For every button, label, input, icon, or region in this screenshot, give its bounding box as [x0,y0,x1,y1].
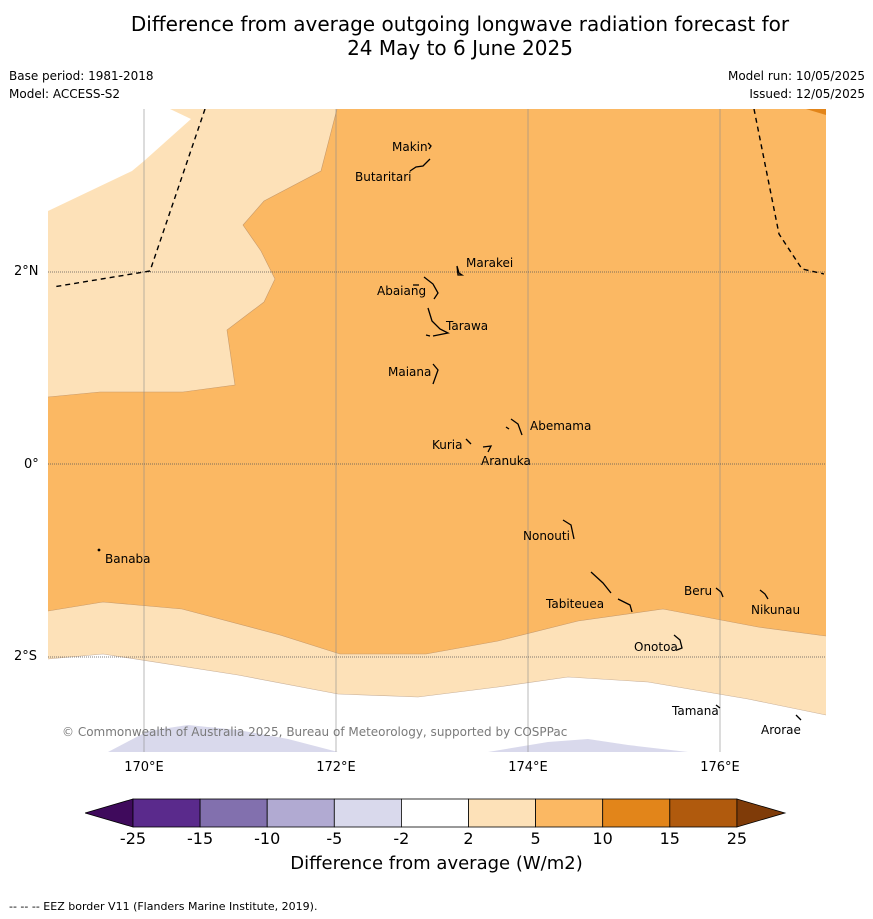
place-nikunau: Nikunau [751,603,800,617]
colorbar-swatch [400,798,469,828]
colorbar-swatch [333,798,402,828]
anomaly-band-neutral-bottom [48,654,826,752]
place-banaba: Banaba [105,552,151,566]
graticule [143,109,721,752]
colorbar-arrow-high [736,798,787,828]
islands [409,142,802,721]
colorbar-swatch [266,798,335,828]
colorbar-tick-label: 10 [592,829,613,848]
lat-label-2n: 2°N [14,264,39,279]
place-beru: Beru [684,584,712,598]
island-tamana [715,704,721,709]
meta-left: Base period: 1981-2018 Model: ACCESS-S2 [9,67,154,103]
lat-label-2s: 2°S [14,649,38,664]
colorbar-title: Difference from average (W/m2) [290,853,583,874]
place-maiana: Maiana [388,365,431,379]
island-aranuka [482,445,493,453]
island-abemama-west [505,426,510,430]
place-arorae: Arorae [761,723,801,737]
colorbar-tick-label: -5 [326,829,343,848]
place-butaritari: Butaritari [355,170,412,184]
island-arorae [795,714,802,721]
eez-border-west [52,109,206,288]
lon-label-176e: 176°E [700,760,740,775]
island-makin [427,142,432,150]
place-marakei: Marakei [466,256,513,270]
copyright-notice: © Commonwealth of Australia 2025, Bureau… [62,725,567,739]
island-abemama [510,418,523,436]
place-tabiteuea: Tabiteuea [545,597,604,611]
anomaly-band-neg-right [488,739,688,752]
colorbar [83,797,790,831]
colorbar-tick-label: -15 [187,829,214,848]
island-nonouti [562,519,575,540]
colorbar-tick-label: -2 [393,829,410,848]
anomaly-band-5-10 [48,109,826,654]
colorbar-tick-label: 5 [530,829,541,848]
anomaly-band-10-15 [806,109,826,115]
island-tarawa-west [425,334,431,337]
place-tarawa: Tarawa [445,319,488,333]
place-onotoa: Onotoa [634,640,678,654]
place-makin: Makin [392,140,428,154]
island-tarawa [427,307,450,337]
island-onotoa [673,634,683,651]
colorbar-tick-label: -10 [254,829,281,848]
contour-line-5-north [48,109,338,398]
colorbar-tick-label: 25 [726,829,748,848]
model-name: Model: ACCESS-S2 [9,87,121,101]
contour-line-5 [48,601,826,655]
colorbar-tick-label: 2 [463,829,474,848]
island-banaba [97,548,101,552]
colorbar-swatch [669,798,738,828]
place-tamana: Tamana [671,704,719,718]
title-line-1: Difference from average outgoing longwav… [130,12,790,36]
island-butaritari [409,158,431,172]
map-svg: Makin Butaritari Marakei Abaiang Tarawa … [48,109,826,752]
island-tabiteuea-south [617,598,633,613]
island-tabiteuea-north [590,571,612,594]
eez-border-east [753,109,825,275]
model-run: Model run: 10/05/2025 [727,69,865,83]
colorbar-swatch [535,798,604,828]
colorbar-swatch [199,798,268,828]
island-beru [715,587,724,598]
place-abemama: Abemama [530,419,591,433]
base-period: Base period: 1981-2018 [9,69,154,83]
eez-footnote: -- -- -- EEZ border V11 (Flanders Marine… [9,900,318,913]
issued-date: Issued: 12/05/2025 [749,87,865,101]
meta-right: Model run: 10/05/2025 Issued: 12/05/2025 [728,67,865,103]
lon-label-174e: 174°E [508,760,548,775]
island-marakei [456,265,465,276]
contour-line-2 [48,653,826,716]
colorbar-arrow-low [83,798,134,828]
colorbar-swatch [468,798,536,828]
anomaly-band-neutral-top [48,109,191,211]
place-aranuka: Aranuka [481,454,531,468]
island-maiana [432,363,439,385]
graticule-lat [48,271,826,658]
title-line-2: 24 May to 6 June 2025 [347,36,573,60]
island-abaiang [423,276,439,300]
place-kuria: Kuria [432,438,463,452]
place-abaiang: Abaiang [377,284,426,298]
colorbar-tick-label: 15 [659,829,680,848]
anomaly-band-neg-left [108,725,338,752]
lon-label-170e: 170°E [124,760,164,775]
map-title: Difference from average outgoing longwav… [0,12,873,60]
island-nikunau [759,589,769,600]
colorbar-swatch [132,798,201,828]
colorbar-svg [83,798,787,828]
map-panel: Makin Butaritari Marakei Abaiang Tarawa … [48,109,826,752]
colorbar-tick-label: -25 [119,829,147,848]
lon-label-172e: 172°E [316,760,356,775]
place-nonouti: Nonouti [523,529,570,543]
colorbar-swatch [602,798,671,828]
island-kuria [465,438,472,445]
lat-label-0: 0° [24,457,39,472]
